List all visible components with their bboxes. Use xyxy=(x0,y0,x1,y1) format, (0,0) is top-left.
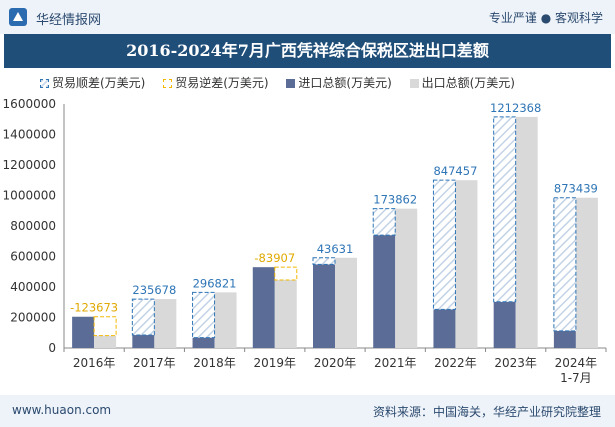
legend-swatch-surplus xyxy=(40,79,49,88)
surplus-box xyxy=(432,179,456,310)
surplus-box xyxy=(553,197,577,332)
surplus-box xyxy=(493,116,517,303)
balance-label: 873439 xyxy=(554,182,598,196)
tagline: 专业严谨 ● 客观科学 xyxy=(488,11,603,25)
data-source: 资料来源：中国海关，华经产业研究院整理 xyxy=(372,405,601,419)
y-tick-label: 1200000 xyxy=(3,158,56,172)
surplus-box xyxy=(192,291,216,339)
import-bar xyxy=(72,316,95,348)
x-tick-label: 2020年 xyxy=(314,356,357,370)
export-bar xyxy=(515,116,538,349)
legend-item-export: 出口总额(万美元) xyxy=(409,74,515,91)
balance-label: 235678 xyxy=(132,283,176,297)
footer-bar: www.huaon.com 资料来源：中国海关，华经产业研究院整理 xyxy=(0,395,615,427)
top-bar: 华经情报网 专业严谨 ● 客观科学 xyxy=(0,0,615,34)
import-bar xyxy=(553,330,576,348)
balance-label: -123673 xyxy=(70,301,118,315)
deficit-box xyxy=(274,266,298,281)
balance-label: 43631 xyxy=(317,242,354,256)
y-tick-label: 400000 xyxy=(10,280,56,294)
export-bar xyxy=(94,335,117,348)
legend-label-export: 出口总额(万美元) xyxy=(421,76,515,90)
export-bar xyxy=(274,279,297,348)
chart-legend: 贸易顺差(万美元) 贸易逆差(万美元) 进口总额(万美元) 出口总额(万美元) xyxy=(40,74,529,92)
legend-swatch-export xyxy=(409,79,419,88)
balance-label: 296821 xyxy=(193,276,237,290)
export-bar xyxy=(154,299,177,348)
import-bar xyxy=(192,337,215,348)
balance-label: -83907 xyxy=(254,251,295,265)
legend-item-deficit: 贸易逆差(万美元) xyxy=(163,74,269,91)
legend-item-import: 进口总额(万美元) xyxy=(286,74,392,91)
legend-label-import: 进口总额(万美元) xyxy=(298,76,392,90)
chart-title: 2016-2024年7月广西凭祥综合保税区进出口差额 xyxy=(126,41,489,60)
export-bar xyxy=(455,180,478,348)
import-bar xyxy=(313,264,335,348)
export-bar xyxy=(335,257,357,348)
huajing-logo-icon xyxy=(9,8,27,26)
export-bar xyxy=(214,292,237,348)
title-bar: 2016-2024年7月广西凭祥综合保税区进出口差额 xyxy=(4,34,611,68)
legend-item-surplus: 贸易顺差(万美元) xyxy=(40,74,145,91)
x-tick-label: 2023年 xyxy=(494,356,537,370)
legend-label-surplus: 贸易顺差(万美元) xyxy=(52,76,146,90)
import-bar xyxy=(373,235,396,348)
y-tick-label: 1600000 xyxy=(3,97,56,111)
export-bar xyxy=(395,208,418,348)
surplus-box xyxy=(312,257,336,265)
brand-name: 华经情报网 xyxy=(36,13,102,28)
x-tick-label: 2024年 xyxy=(555,356,598,370)
x-tick-label: 2018年 xyxy=(193,356,236,370)
y-tick-label: 1400000 xyxy=(3,128,56,142)
x-tick-label: 2016年 xyxy=(73,356,116,370)
legend-swatch-import xyxy=(286,79,296,88)
surplus-box xyxy=(372,208,396,236)
x-tick-label: 2022年 xyxy=(434,356,477,370)
import-bar xyxy=(252,267,275,348)
website-url: www.huaon.com xyxy=(12,403,112,417)
balance-label: 847457 xyxy=(433,164,477,178)
y-tick-label: 600000 xyxy=(10,250,56,264)
x-tick-label: 2017年 xyxy=(133,356,176,370)
surplus-box xyxy=(131,298,155,336)
legend-swatch-deficit xyxy=(163,79,173,88)
x-tick-label: 1-7月 xyxy=(560,371,592,385)
import-bar xyxy=(493,301,516,348)
import-bar xyxy=(132,335,155,348)
x-tick-label: 2019年 xyxy=(254,356,297,370)
export-bar xyxy=(575,197,598,348)
y-tick-label: 0 xyxy=(48,341,56,355)
y-tick-label: 200000 xyxy=(10,311,56,325)
x-tick-label: 2021年 xyxy=(374,356,417,370)
deficit-box xyxy=(93,316,117,337)
balance-label: 173862 xyxy=(373,193,417,207)
balance-label: 1212368 xyxy=(490,101,541,115)
y-tick-label: 1000000 xyxy=(3,189,56,203)
legend-label-deficit: 贸易逆差(万美元) xyxy=(175,76,269,90)
import-bar xyxy=(433,309,456,348)
y-tick-label: 800000 xyxy=(10,219,56,233)
